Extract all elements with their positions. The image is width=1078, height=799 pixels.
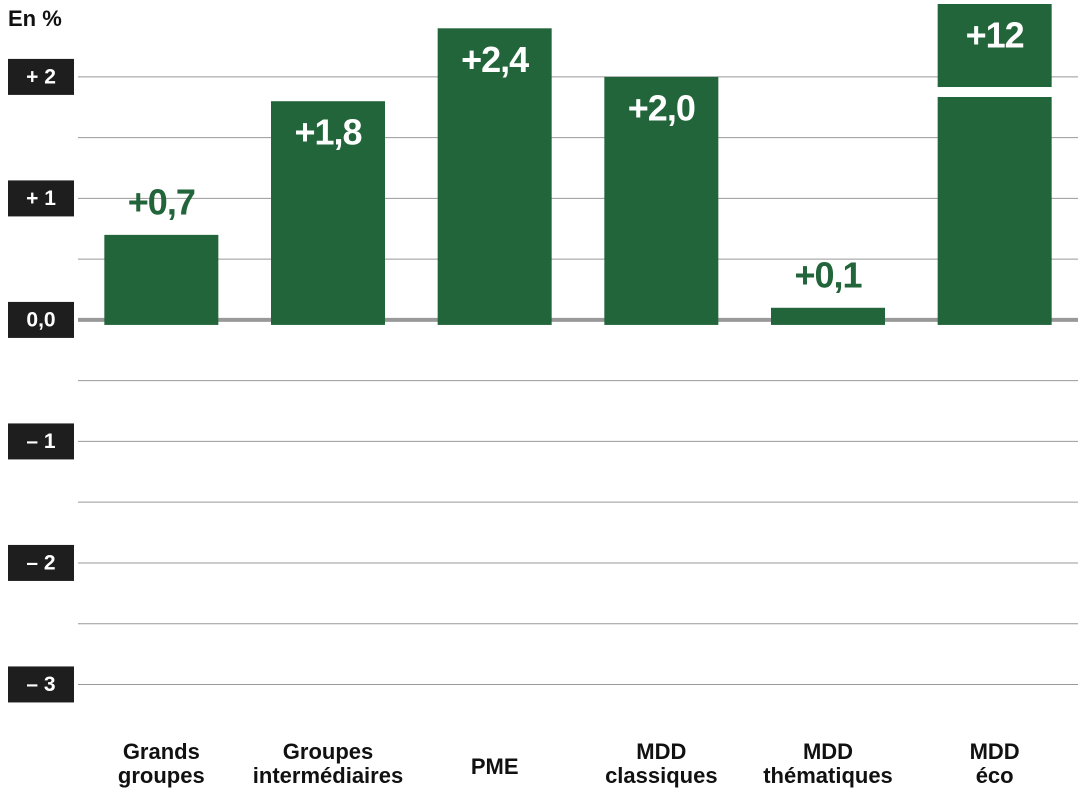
value-label: +2,4 <box>461 39 529 80</box>
bar <box>437 28 552 325</box>
bar <box>271 101 385 325</box>
value-label: +0,1 <box>794 254 862 295</box>
y-tick-box <box>8 58 74 95</box>
bar <box>104 234 219 325</box>
bar <box>604 76 719 325</box>
x-tick-label: Groupes intermédiaires <box>252 739 404 788</box>
x-tick-label: MDD éco <box>969 739 1020 788</box>
x-tick-label: PME <box>470 754 519 779</box>
y-tick-label: 0,0 <box>26 308 55 331</box>
value-label: +1,8 <box>294 112 361 153</box>
bar-break <box>936 87 1053 97</box>
y-tick-box <box>8 544 74 581</box>
y-tick-box <box>8 423 74 460</box>
value-label: +2,0 <box>628 87 695 128</box>
x-tick-label: MDD classiques <box>605 739 718 788</box>
y-tick-box <box>8 666 74 703</box>
y-tick-label: – 1 <box>26 430 56 453</box>
y-axis-label: En % <box>8 6 62 31</box>
value-label: +12 <box>966 15 1024 56</box>
x-tick-label: Grands groupes <box>117 739 205 788</box>
y-tick-label: + 1 <box>26 187 56 210</box>
y-tick-box <box>8 180 74 217</box>
y-tick-label: + 2 <box>26 65 56 88</box>
bar <box>771 307 885 325</box>
x-tick-label: MDD thématiques <box>763 739 893 788</box>
y-tick-label: – 3 <box>26 673 55 696</box>
y-tick-label: – 2 <box>26 551 55 574</box>
chart: En % + 2 + 1 0,0 – 1 – 2 – 3 +0,7 +1,8 +2,4 +2,0 +… <box>8 4 1078 703</box>
bar <box>937 4 1052 325</box>
y-tick-box <box>8 301 74 338</box>
value-label: +0,7 <box>128 181 195 222</box>
